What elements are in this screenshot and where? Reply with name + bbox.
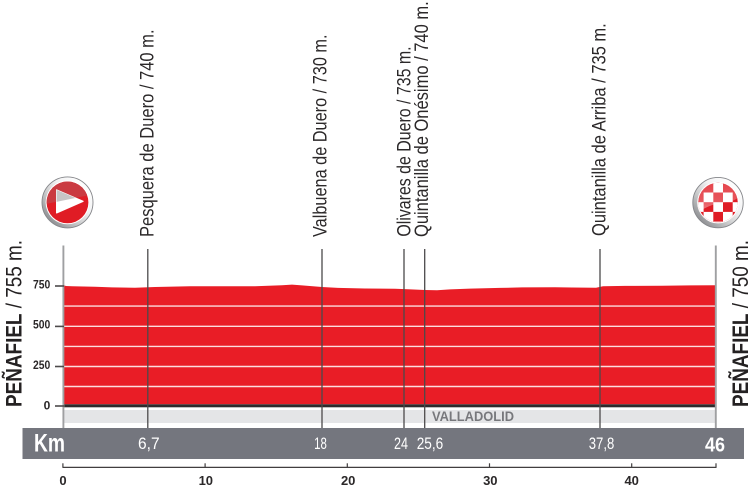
svg-text:Km: Km: [34, 430, 65, 458]
svg-text:PEÑAFIEL / 750 m.: PEÑAFIEL / 750 m.: [729, 240, 750, 407]
svg-text:250: 250: [33, 358, 51, 372]
svg-text:Olivares de Duero / 735 m.: Olivares de Duero / 735 m.: [393, 46, 415, 236]
svg-text:Valbuena de Duero / 730 m.: Valbuena de Duero / 730 m.: [309, 34, 330, 237]
svg-text:PEÑAFIEL / 755 m.: PEÑAFIEL / 755 m.: [2, 240, 27, 407]
svg-text:37,8: 37,8: [589, 434, 615, 453]
svg-text:40: 40: [624, 473, 638, 488]
svg-text:Pesquera de Duero / 740 m.: Pesquera de Duero / 740 m.: [136, 29, 157, 237]
svg-text:0: 0: [59, 473, 66, 488]
svg-text:18: 18: [314, 434, 327, 453]
svg-text:46: 46: [705, 434, 725, 456]
svg-text:10: 10: [199, 473, 213, 488]
svg-text:VALLADOLID: VALLADOLID: [432, 408, 514, 424]
svg-text:Quintanilla de Arriba / 735 m.: Quintanilla de Arriba / 735 m.: [588, 23, 609, 236]
svg-text:30: 30: [483, 473, 497, 488]
svg-text:6,7: 6,7: [138, 434, 160, 453]
svg-text:25,6: 25,6: [417, 434, 444, 453]
svg-text:750: 750: [33, 277, 51, 291]
svg-text:20: 20: [341, 473, 355, 488]
svg-text:24: 24: [394, 434, 408, 453]
svg-text:500: 500: [33, 318, 51, 332]
svg-text:0: 0: [44, 399, 51, 413]
svg-text:Quintanilla de Onésimo / 740 m: Quintanilla de Onésimo / 740 m.: [411, 1, 432, 237]
